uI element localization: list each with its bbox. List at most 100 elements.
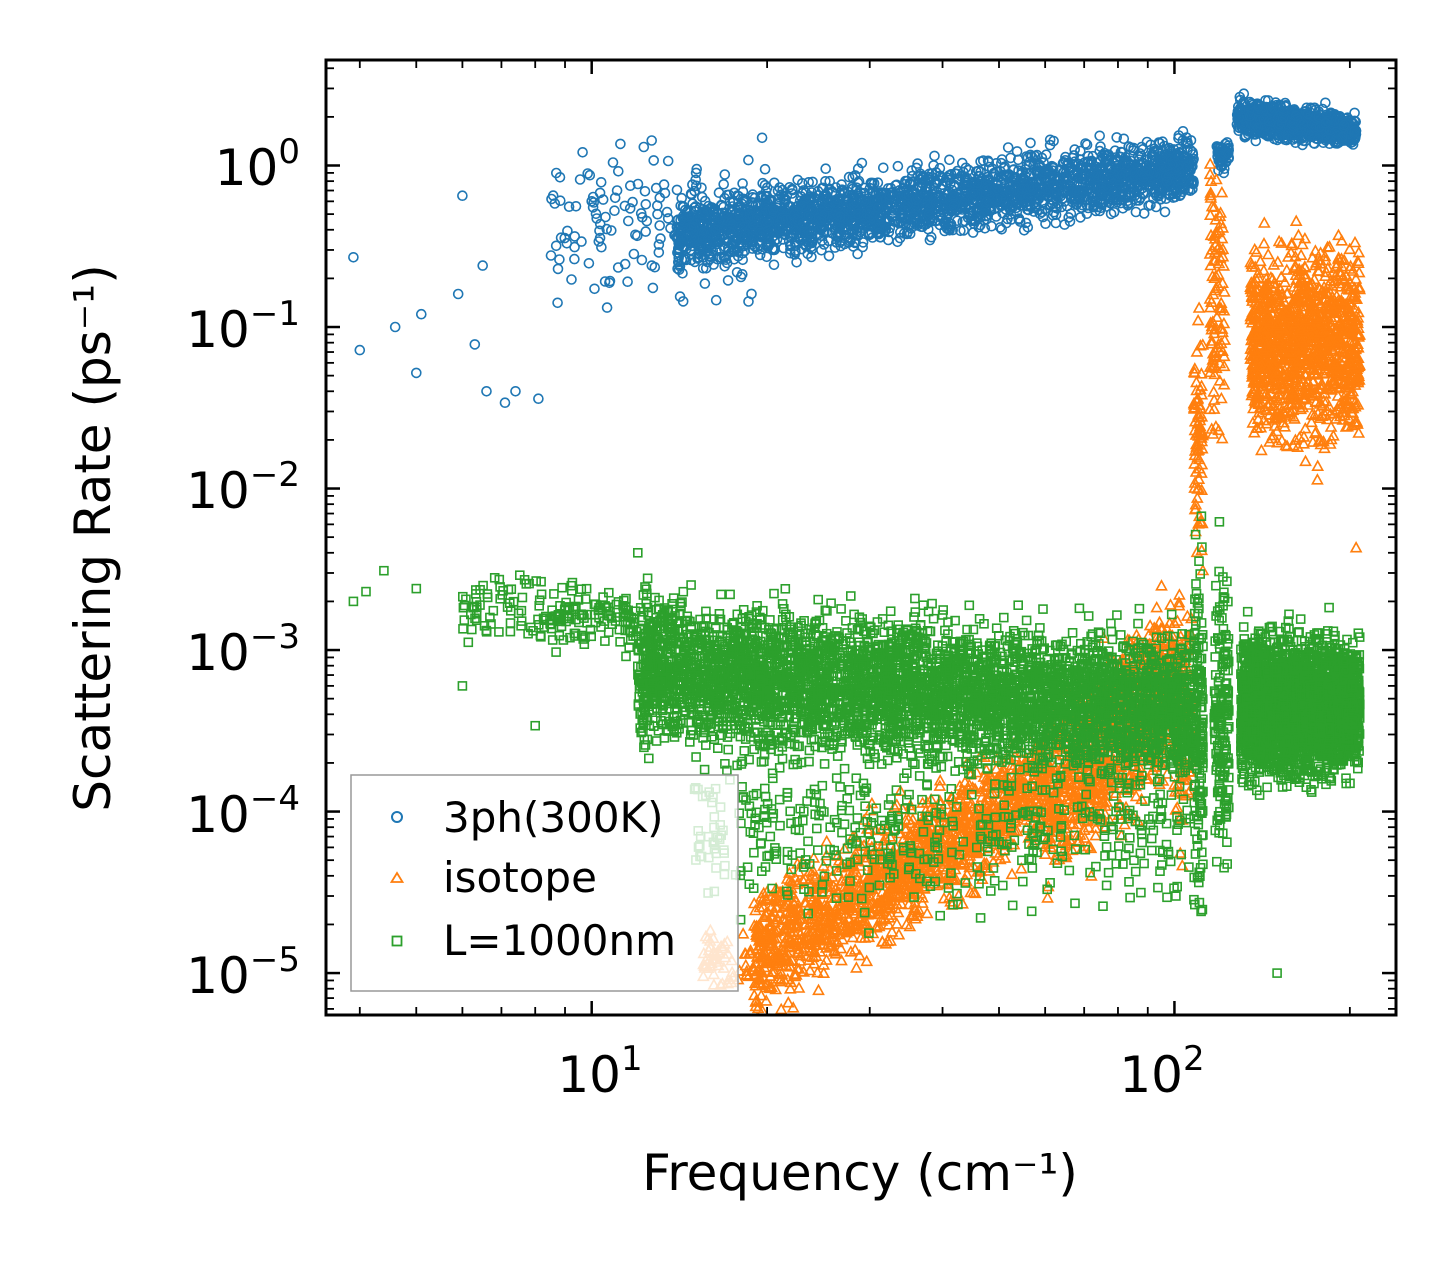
data-point	[640, 226, 652, 237]
data-point	[653, 239, 665, 250]
data-point	[510, 385, 521, 397]
data-point	[1025, 137, 1036, 149]
data-point	[590, 208, 602, 220]
data-point	[622, 276, 633, 288]
data-point	[389, 321, 401, 333]
data-point	[690, 174, 702, 186]
data-point	[699, 278, 711, 289]
data-point	[691, 163, 703, 175]
data-point	[576, 236, 587, 247]
data-point	[615, 138, 626, 150]
data-point	[570, 201, 582, 212]
data-point	[719, 169, 731, 180]
data-point	[627, 196, 638, 208]
data-point	[595, 177, 607, 188]
data-point	[639, 186, 651, 197]
data-point	[697, 262, 709, 274]
data-point	[550, 167, 562, 179]
data-point	[1138, 208, 1150, 219]
data-point	[812, 983, 825, 996]
data-point	[661, 206, 673, 218]
data-point	[554, 254, 565, 265]
data-point	[611, 185, 623, 196]
data-point	[622, 215, 634, 227]
data-point	[722, 275, 734, 286]
data-point	[835, 953, 848, 966]
data-point	[555, 232, 567, 243]
data-point	[596, 241, 607, 253]
data-point	[877, 162, 889, 174]
data-point	[690, 167, 702, 179]
data-point	[759, 994, 773, 1006]
data-point	[481, 385, 492, 397]
data-point	[577, 147, 588, 158]
data-point	[1069, 144, 1080, 155]
data-point	[562, 225, 573, 237]
data-point	[892, 160, 904, 172]
data-point	[820, 834, 834, 847]
data-point	[677, 296, 689, 307]
data-point	[636, 254, 648, 266]
data-point	[967, 227, 979, 238]
data-point	[630, 229, 641, 241]
data-point	[652, 208, 663, 220]
data-point	[1002, 142, 1014, 153]
data-point	[609, 205, 620, 216]
data-point	[609, 192, 621, 204]
data-point	[1130, 206, 1142, 218]
data-point	[569, 231, 581, 242]
data-point	[756, 132, 768, 144]
data-point	[1105, 208, 1117, 220]
data-point	[559, 232, 571, 244]
data-point	[718, 179, 730, 190]
data-point	[607, 157, 619, 168]
data-point	[662, 213, 674, 224]
data-point	[612, 166, 624, 177]
data-point	[1080, 138, 1091, 149]
data-point	[658, 179, 670, 190]
data-point	[601, 302, 613, 313]
data-point	[600, 211, 611, 223]
data-point	[820, 163, 832, 174]
data-point	[582, 168, 594, 179]
data-point	[566, 274, 577, 285]
data-point	[624, 203, 636, 214]
data-point	[545, 250, 557, 261]
data-point	[604, 275, 616, 287]
data-point	[671, 184, 683, 196]
data-point	[640, 199, 652, 210]
data-point	[646, 260, 658, 271]
data-point	[549, 198, 561, 209]
data-point	[735, 271, 747, 283]
data-point	[944, 154, 955, 166]
data-point	[589, 283, 600, 295]
data-point	[624, 180, 636, 191]
data-point	[354, 344, 366, 356]
data-point	[587, 202, 599, 213]
data-point	[743, 154, 754, 166]
data-point	[594, 225, 605, 237]
data-point	[1011, 146, 1023, 157]
data-point	[648, 155, 660, 166]
data-point	[552, 297, 563, 309]
data-point	[561, 238, 573, 249]
data-point	[583, 257, 595, 269]
data-point	[477, 260, 489, 271]
data-point	[594, 187, 606, 199]
data-point	[569, 253, 580, 265]
data-point	[638, 141, 650, 153]
data-point	[646, 135, 658, 146]
data-point	[685, 188, 697, 200]
data-point	[850, 961, 863, 973]
data-point	[929, 150, 940, 162]
data-point	[415, 308, 427, 320]
data-point	[594, 218, 606, 230]
data-point	[552, 263, 564, 275]
data-point	[574, 174, 586, 185]
data-point	[612, 262, 624, 273]
data-point	[1159, 206, 1171, 218]
data-point	[1005, 867, 1019, 880]
data-point	[599, 276, 611, 287]
data-point	[746, 288, 757, 300]
